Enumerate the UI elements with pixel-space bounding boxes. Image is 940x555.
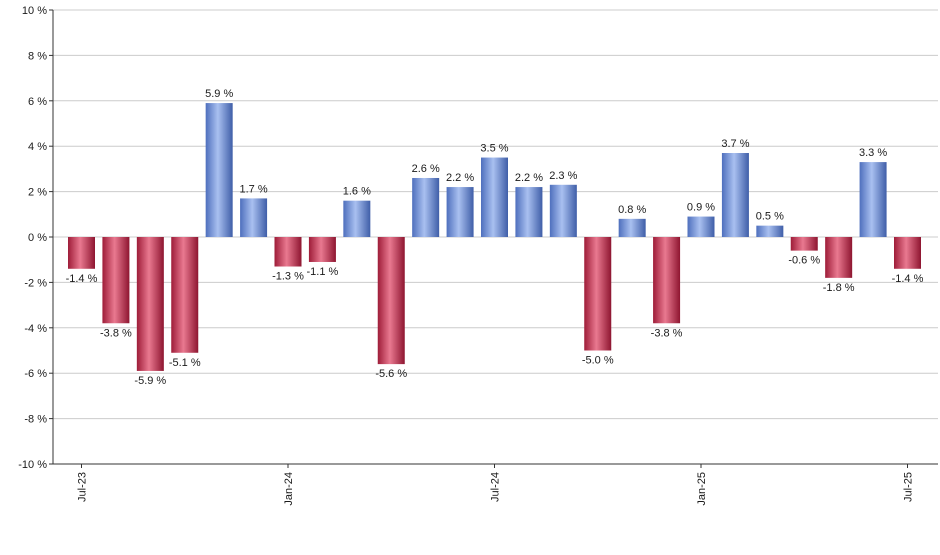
data-label: 0.8 % (618, 204, 646, 216)
data-label: 1.7 % (240, 183, 268, 195)
bar (481, 157, 508, 237)
bar (515, 187, 543, 237)
bar (412, 177, 440, 237)
data-label: -5.1 % (169, 357, 201, 369)
bar (756, 225, 784, 237)
data-label: 2.2 % (515, 172, 543, 184)
x-tick-label: Jan-24 (283, 472, 295, 506)
bar (102, 237, 130, 324)
y-tick-label: -4 % (24, 323, 47, 335)
bar (274, 237, 302, 267)
data-label: -3.8 % (651, 327, 683, 339)
data-label: -5.6 % (375, 368, 407, 380)
bar (68, 237, 95, 269)
y-tick-label: 10 % (22, 5, 47, 17)
bar (171, 237, 199, 353)
x-tick-label: Jan-25 (696, 472, 708, 506)
data-label: -1.3 % (272, 271, 304, 283)
bar (687, 216, 715, 237)
data-label: -3.8 % (100, 327, 132, 339)
data-label: 3.7 % (721, 138, 749, 150)
x-tick-label: Jul-23 (77, 472, 89, 502)
y-tick-label: -2 % (24, 277, 47, 289)
bar (446, 187, 474, 237)
data-label: 2.3 % (549, 170, 577, 182)
data-label: -1.4 % (892, 273, 924, 285)
data-label: 0.9 % (687, 202, 715, 214)
x-tick-label: Jul-25 (903, 472, 915, 502)
bar (308, 237, 336, 262)
bar (721, 153, 749, 237)
bar (653, 237, 681, 324)
y-tick-label: 4 % (28, 141, 47, 153)
data-label: -1.8 % (823, 282, 855, 294)
y-tick-label: -8 % (24, 414, 47, 426)
x-tick-label: Jul-24 (490, 472, 502, 502)
y-tick-label: -6 % (24, 368, 47, 380)
data-label: -0.6 % (788, 255, 820, 267)
y-tick-label: 8 % (28, 50, 47, 62)
bar (825, 237, 853, 278)
axes (52, 10, 938, 465)
bars (68, 103, 921, 371)
y-tick-label: -10 % (18, 459, 47, 471)
bar (894, 237, 921, 269)
data-label: 3.5 % (480, 143, 508, 155)
data-label: -1.4 % (66, 273, 98, 285)
data-label: 0.5 % (756, 211, 784, 223)
bar (549, 184, 577, 237)
data-label: 5.9 % (205, 88, 233, 100)
data-label: -5.0 % (582, 355, 614, 367)
bar (377, 237, 405, 365)
data-label: 3.3 % (859, 147, 887, 159)
y-tick-label: 0 % (28, 232, 47, 244)
bar (136, 237, 164, 371)
y-tick-label: 6 % (28, 96, 47, 108)
data-label: 1.6 % (343, 186, 371, 198)
data-label: 2.6 % (412, 163, 440, 175)
bar (790, 237, 818, 251)
y-axis-ticks: 10 % 8 % 6 % 4 % 2 % 0 % -2 % -4 % -6 % -8 % -10 % (18, 5, 53, 471)
bar (205, 103, 233, 237)
bar (859, 162, 887, 237)
bar (343, 200, 371, 237)
bar (584, 237, 612, 351)
y-tick-label: 2 % (28, 187, 47, 199)
bar (618, 218, 646, 237)
data-label: 2.2 % (446, 172, 474, 184)
x-axis-ticks: Jul-23 Jan-24 Jul-24 Jan-25 Jul-25 (77, 464, 915, 506)
data-label: -1.1 % (307, 266, 339, 278)
bar (240, 198, 268, 237)
data-labels: -1.4 % -3.8 % -5.9 %-5.1 % 5.9 % 1.7 % -1.3 %… (66, 88, 924, 387)
data-label: -5.9 % (134, 375, 166, 387)
